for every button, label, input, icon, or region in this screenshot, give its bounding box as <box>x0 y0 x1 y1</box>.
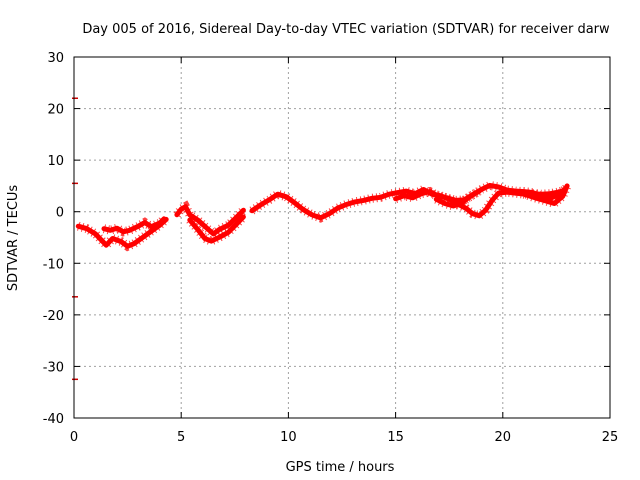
x-tick-label: 15 <box>387 430 404 445</box>
edge-marks <box>72 97 78 381</box>
series-noise-band <box>394 180 569 205</box>
y-tick-label: -20 <box>43 309 64 324</box>
axis-ticks: 0 5 10 15 20 25 -40 -30 -20 -10 0 10 20 30 <box>43 51 619 445</box>
series-noise-band <box>173 200 247 240</box>
data-series <box>75 180 572 252</box>
y-axis-label: SDTVAR / TECUs <box>6 185 21 292</box>
series-noise-band <box>434 187 482 211</box>
x-tick-label: 10 <box>280 430 297 445</box>
y-tick-label: -40 <box>43 412 64 427</box>
x-axis-label: GPS time / hours <box>286 460 395 475</box>
x-tick-label: 0 <box>70 430 78 445</box>
x-tick-label: 5 <box>177 430 185 445</box>
x-tick-label: 20 <box>495 430 512 445</box>
y-tick-label: 10 <box>47 154 64 169</box>
y-tick-label: 0 <box>56 206 64 221</box>
plot-frame <box>73 56 611 419</box>
y-tick-label: -30 <box>43 360 64 375</box>
series-noise-band <box>77 216 170 252</box>
series-noise-band <box>102 215 168 237</box>
y-tick-label: -10 <box>43 257 64 272</box>
series-noise-band <box>186 213 247 247</box>
chart-title: Day 005 of 2016, Sidereal Day-to-day VTE… <box>82 22 610 37</box>
grid-lines <box>74 57 610 418</box>
series-noise-band <box>522 184 572 209</box>
y-tick-label: 20 <box>47 103 64 118</box>
x-tick-label: 25 <box>602 430 619 445</box>
y-tick-label: 30 <box>47 51 64 66</box>
